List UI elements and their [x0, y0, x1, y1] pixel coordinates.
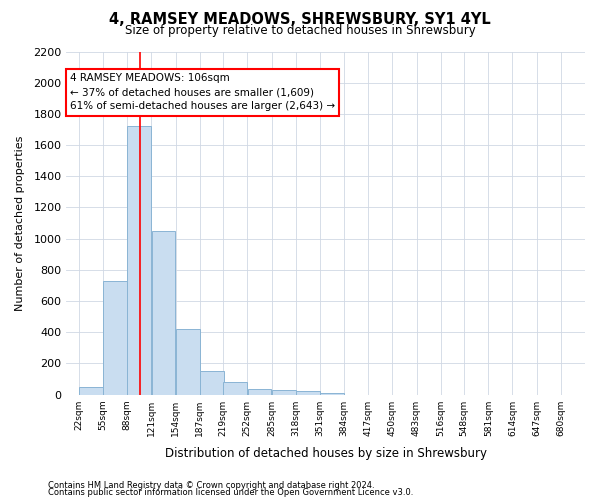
- Bar: [200, 372, 224, 394]
- Text: 4, RAMSEY MEADOWS, SHREWSBURY, SY1 4YL: 4, RAMSEY MEADOWS, SHREWSBURY, SY1 4YL: [109, 12, 491, 28]
- Bar: [223, 382, 247, 394]
- Text: Contains public sector information licensed under the Open Government Licence v3: Contains public sector information licen…: [48, 488, 413, 497]
- Bar: [320, 393, 344, 394]
- Bar: [152, 231, 175, 394]
- Bar: [79, 387, 103, 394]
- Y-axis label: Number of detached properties: Number of detached properties: [15, 136, 25, 311]
- Text: Size of property relative to detached houses in Shrewsbury: Size of property relative to detached ho…: [125, 24, 475, 37]
- Text: Contains HM Land Registry data © Crown copyright and database right 2024.: Contains HM Land Registry data © Crown c…: [48, 480, 374, 490]
- Bar: [272, 390, 296, 394]
- Bar: [296, 391, 320, 394]
- Text: 4 RAMSEY MEADOWS: 106sqm
← 37% of detached houses are smaller (1,609)
61% of sem: 4 RAMSEY MEADOWS: 106sqm ← 37% of detach…: [70, 74, 335, 112]
- Bar: [248, 388, 271, 394]
- Bar: [176, 329, 200, 394]
- X-axis label: Distribution of detached houses by size in Shrewsbury: Distribution of detached houses by size …: [165, 447, 487, 460]
- Bar: [103, 281, 127, 394]
- Bar: [127, 126, 151, 394]
